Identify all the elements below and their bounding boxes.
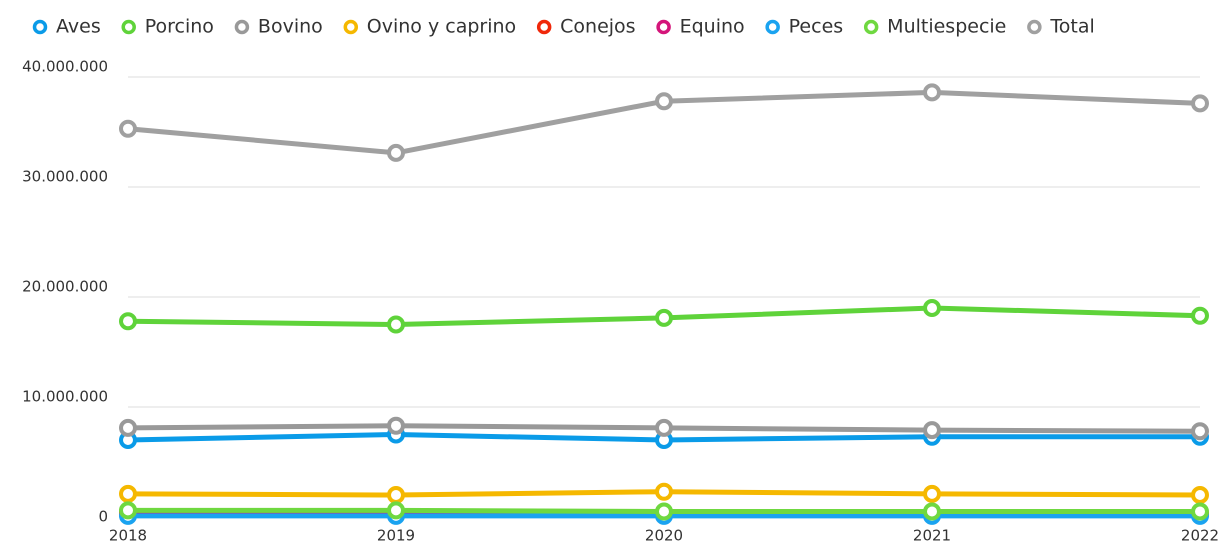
data-point	[119, 418, 137, 437]
data-point	[923, 484, 941, 503]
legend-label: Multiespecie	[887, 16, 1006, 38]
data-point	[655, 502, 673, 521]
legend-marker	[343, 19, 359, 35]
legend-item: Aves	[32, 16, 101, 38]
data-point	[655, 482, 673, 501]
legend-marker	[1027, 19, 1042, 35]
legend-item: Conejos	[536, 16, 636, 38]
data-point	[655, 418, 673, 437]
data-point	[1191, 502, 1209, 521]
legend-item: Total	[1027, 16, 1095, 38]
data-point	[923, 299, 941, 317]
legend-label: Conejos	[560, 16, 635, 38]
legend-item: Multiespecie	[863, 16, 1006, 38]
data-point	[387, 416, 405, 435]
data-point	[387, 501, 405, 520]
legend-marker	[656, 19, 671, 35]
x-tick-label: 2020	[645, 527, 683, 544]
y-tick-label: 20.000.000	[22, 278, 108, 296]
legend-item: Ovino y caprino	[343, 16, 516, 38]
legend-item: Porcino	[121, 16, 214, 38]
y-tick-label: 10.000.000	[22, 388, 108, 406]
data-point	[655, 92, 673, 111]
data-point	[119, 484, 137, 503]
data-point	[119, 312, 137, 331]
legend-label: Ovino y caprino	[367, 16, 516, 38]
x-tick-label: 2019	[377, 527, 415, 544]
legend-item: Peces	[765, 16, 844, 38]
x-tick-label: 2021	[913, 527, 951, 544]
data-point	[387, 315, 405, 334]
data-point	[387, 143, 405, 162]
legend-item: Bovino	[234, 16, 323, 38]
legend-marker	[121, 19, 136, 35]
data-point	[119, 119, 137, 138]
x-tick-label: 2018	[109, 527, 147, 544]
legend-item: Equino	[656, 16, 745, 38]
data-point	[1191, 422, 1209, 441]
data-point	[655, 308, 673, 327]
legend-label: Peces	[789, 16, 844, 38]
data-point	[923, 83, 941, 102]
legend-label: Total	[1049, 16, 1094, 38]
data-point	[119, 501, 137, 520]
legend-marker	[863, 19, 879, 35]
legend-marker	[765, 19, 780, 35]
legend-label: Equino	[680, 16, 745, 38]
y-tick-label: 0	[98, 508, 108, 526]
legend-label: Aves	[56, 16, 101, 38]
legend-label: Porcino	[145, 16, 214, 38]
legend-marker	[32, 19, 48, 35]
legend-label: Bovino	[258, 16, 323, 38]
data-point	[923, 502, 941, 521]
data-point	[1191, 94, 1209, 113]
data-point	[387, 486, 405, 504]
data-point	[1191, 306, 1209, 325]
legend-marker	[536, 19, 552, 35]
legend-marker	[234, 19, 250, 35]
data-point	[1191, 486, 1209, 504]
y-tick-label: 40.000.000	[22, 58, 108, 76]
data-point	[923, 421, 941, 440]
x-tick-label: 2022	[1181, 527, 1219, 544]
y-tick-label: 30.000.000	[22, 168, 108, 186]
